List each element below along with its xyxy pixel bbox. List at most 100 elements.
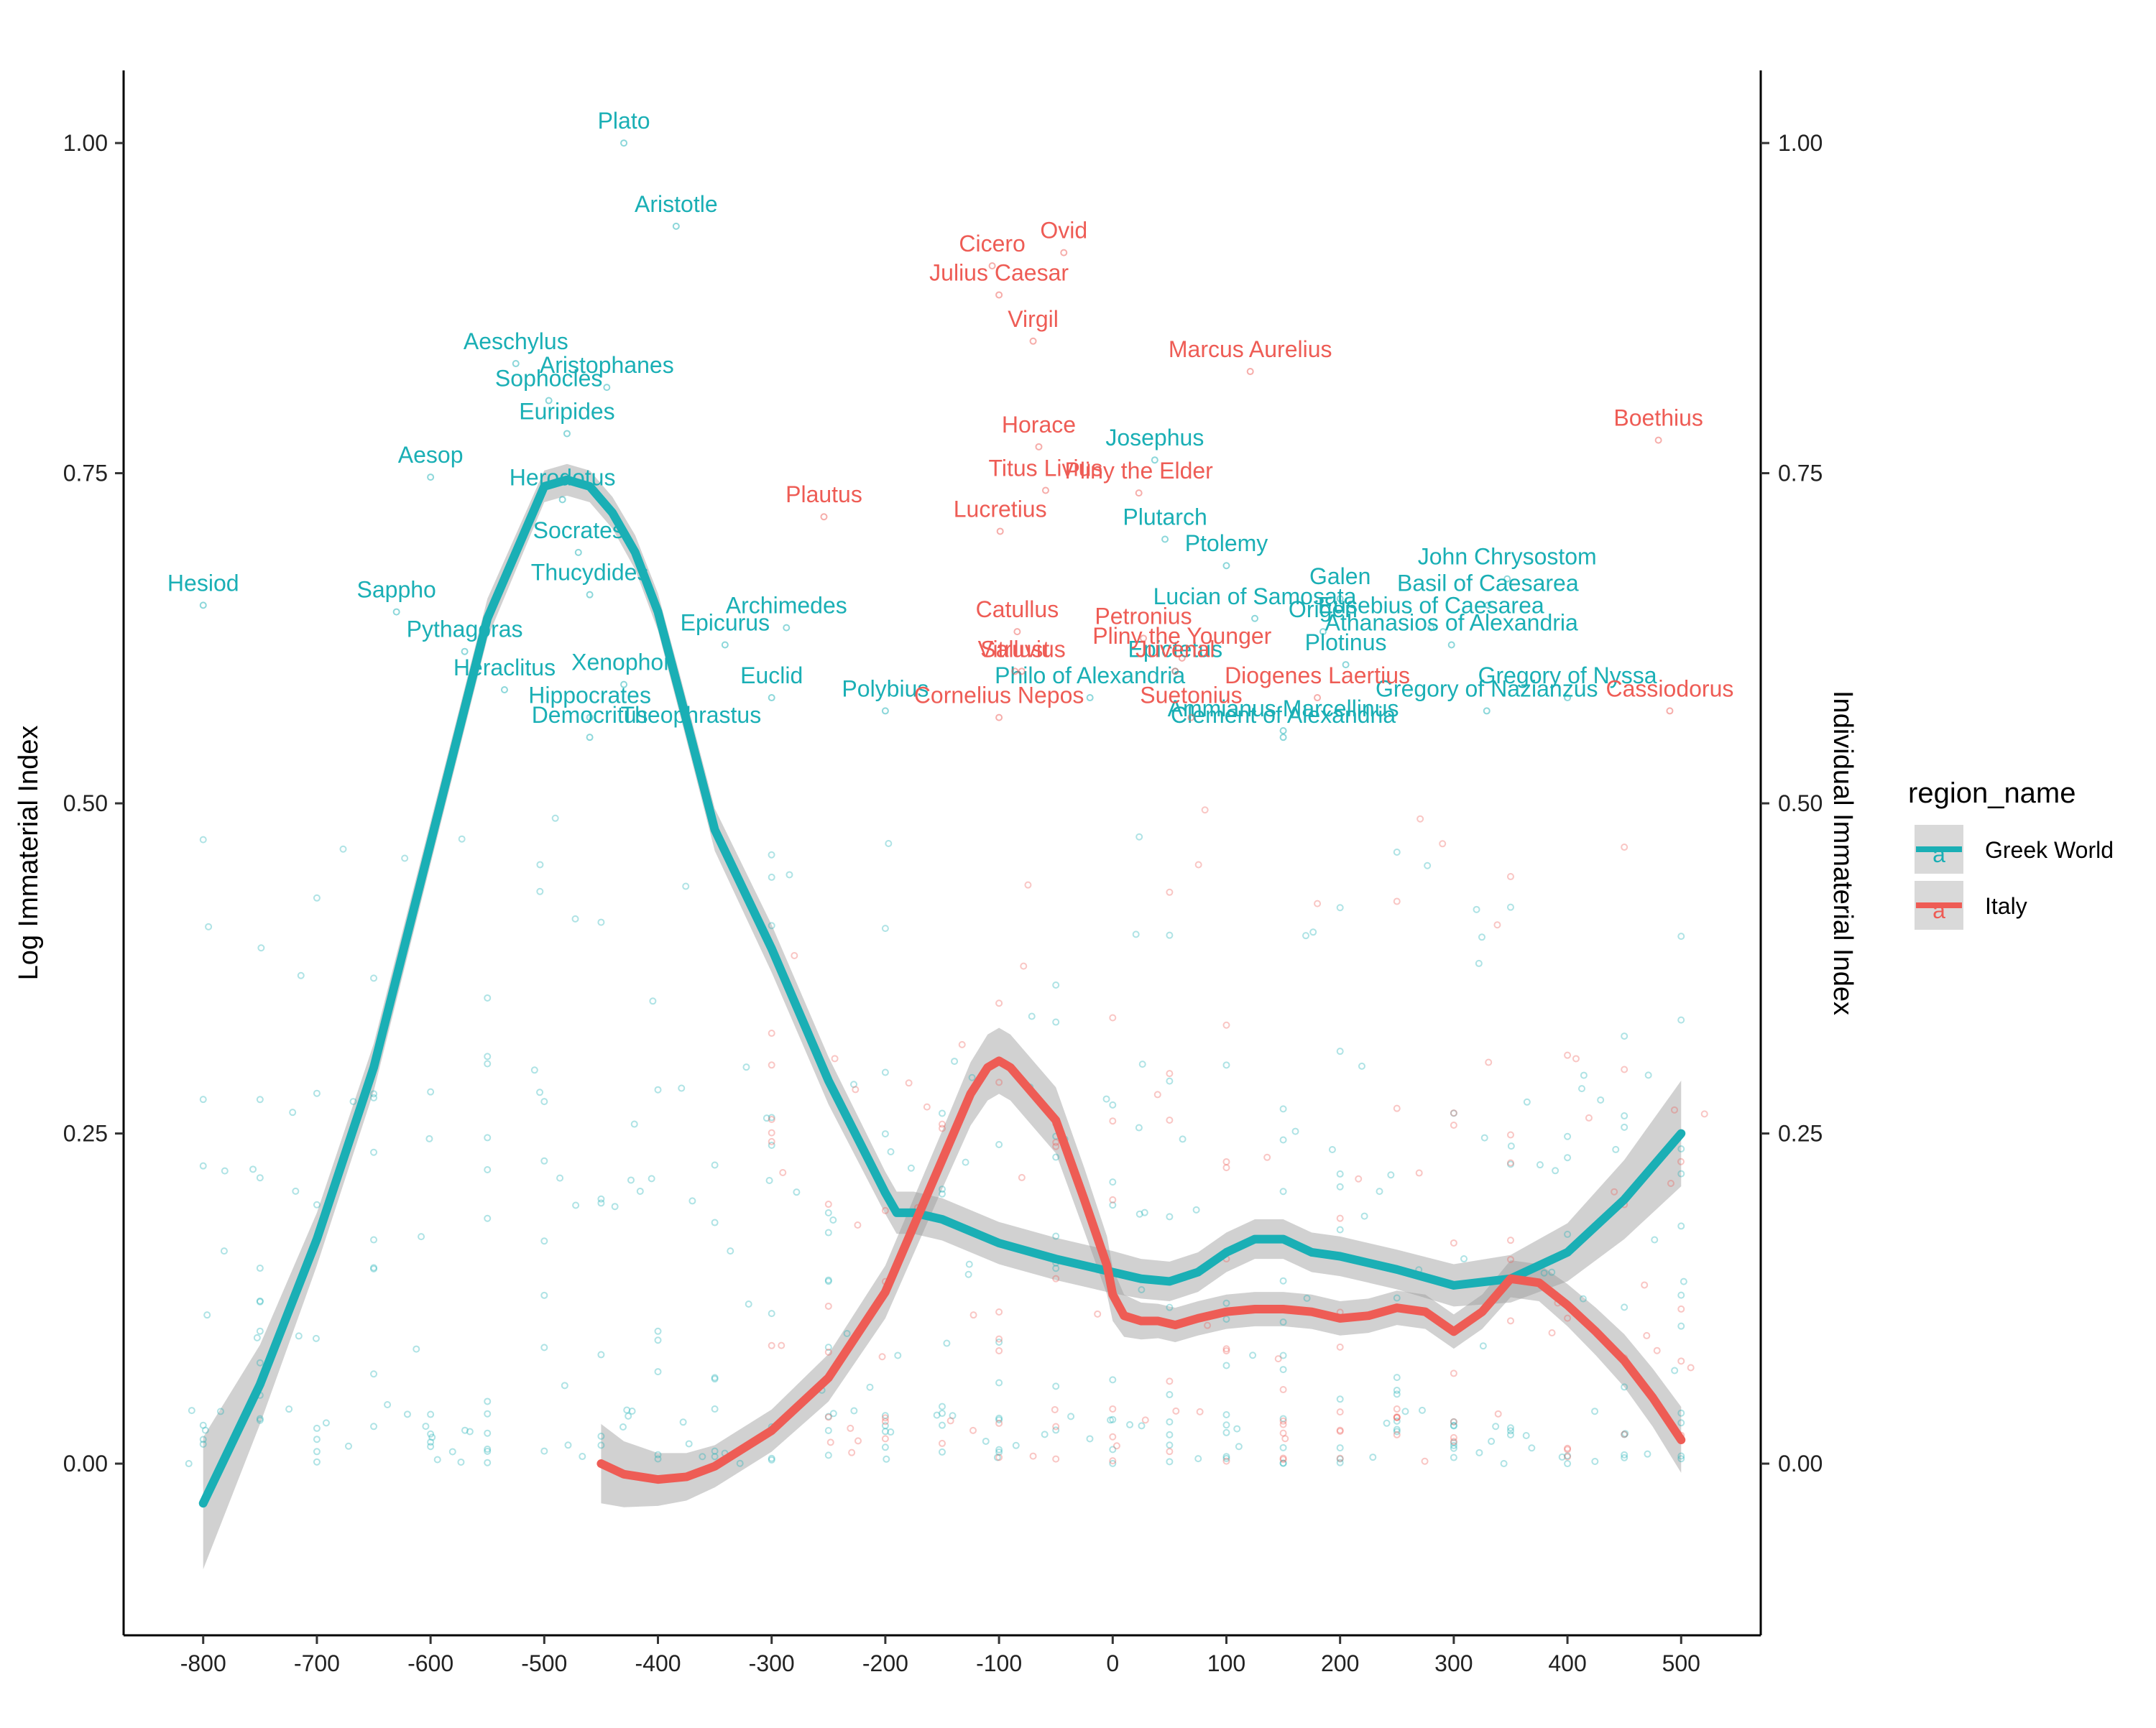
data-point: [370, 974, 378, 982]
data-point: [597, 1199, 605, 1207]
data-point: [854, 1221, 862, 1229]
data-point: [1393, 1390, 1401, 1398]
data-point: [1450, 1369, 1457, 1377]
data-point: [199, 1162, 207, 1170]
data-point: [1336, 1427, 1344, 1435]
data-point: [1109, 1376, 1117, 1384]
data-point: [768, 1114, 775, 1122]
data-point: [654, 1368, 662, 1376]
data-point: [949, 1412, 957, 1420]
data-point: [995, 1419, 1003, 1427]
data-point: [1393, 1405, 1401, 1413]
data-point: [824, 1413, 832, 1420]
data-point: [824, 1413, 832, 1421]
data-point: [679, 1418, 687, 1426]
data-point: [1279, 1454, 1287, 1462]
data-point: [564, 1441, 572, 1449]
data-point: [1222, 1457, 1230, 1465]
labeled-point: [1060, 249, 1068, 257]
data-point: [939, 1186, 946, 1193]
data-point: [1052, 1382, 1060, 1390]
data-point: [636, 1187, 644, 1195]
data-point: [201, 1426, 209, 1434]
y-tick-label-right: 0.75: [1778, 461, 1823, 486]
data-point: [1680, 1277, 1687, 1285]
data-point: [1166, 1448, 1174, 1456]
author-label: Cornelius Nepos: [914, 683, 1084, 708]
data-point: [995, 1449, 1003, 1456]
data-point: [1450, 1109, 1457, 1117]
data-point: [1141, 1416, 1149, 1424]
data-point: [1552, 1167, 1560, 1175]
data-point: [1450, 1441, 1457, 1449]
data-point: [1416, 815, 1424, 823]
data-point: [711, 1219, 719, 1226]
labeled-point: [1314, 694, 1322, 702]
data-point: [1263, 1153, 1271, 1161]
data-point: [1328, 1146, 1336, 1154]
labeled-point: [995, 291, 1003, 299]
data-point: [829, 1410, 837, 1418]
data-point: [256, 1096, 264, 1104]
author-label: Pliny the Elder: [1065, 458, 1214, 484]
data-point: [1677, 1419, 1685, 1427]
data-point: [1041, 1431, 1049, 1438]
data-point: [1052, 1265, 1060, 1272]
confidence-band: [601, 1027, 1682, 1507]
data-point: [881, 1428, 889, 1436]
author-label: Plato: [598, 108, 650, 134]
x-tick-label: -400: [635, 1650, 681, 1676]
data-point: [768, 1061, 775, 1069]
data-point: [995, 999, 1003, 1007]
data-point: [1222, 1061, 1230, 1069]
data-point: [826, 1438, 834, 1446]
data-point: [536, 887, 544, 895]
data-point: [597, 1195, 605, 1203]
data-point: [887, 1428, 895, 1436]
data-point: [1621, 1123, 1628, 1131]
data-point: [448, 1448, 456, 1456]
data-point: [1393, 1417, 1401, 1425]
author-label: Catullus: [976, 596, 1059, 622]
data-point: [736, 1459, 744, 1467]
author-label: Titus Livius: [989, 455, 1103, 481]
data-point: [536, 1089, 544, 1096]
data-point: [185, 1460, 193, 1468]
author-labels: Plato Aristotle AeschylusAristophanesSopho…: [167, 108, 1733, 741]
x-tick-label: -300: [749, 1650, 795, 1676]
labeled-point: [586, 734, 594, 741]
labeled-point: [1011, 667, 1019, 675]
data-point: [1578, 1085, 1586, 1093]
data-point: [257, 944, 265, 952]
data-point: [1222, 1421, 1230, 1429]
legend-key-italy: a Italy: [1915, 881, 2027, 930]
data-point: [1670, 1106, 1678, 1114]
data-point: [1112, 1442, 1120, 1450]
x-tick-label: 100: [1207, 1650, 1245, 1676]
data-point: [1621, 1451, 1628, 1459]
data-point: [205, 923, 213, 930]
data-point: [1564, 1452, 1572, 1460]
data-point: [1473, 905, 1480, 913]
data-point: [1506, 1159, 1514, 1167]
data-point: [256, 1174, 264, 1182]
data-point: [484, 1447, 492, 1455]
data-point: [1480, 1134, 1488, 1142]
data-point: [1671, 1367, 1679, 1374]
data-point: [1621, 844, 1628, 851]
data-point: [654, 1086, 662, 1094]
data-point: [1450, 1444, 1457, 1452]
data-point: [313, 1201, 321, 1209]
author-label: Thucydides: [531, 560, 649, 586]
data-point: [768, 1341, 775, 1349]
author-label: Ovid: [1040, 218, 1087, 244]
data-point: [313, 1436, 321, 1443]
labeled-point: [1222, 562, 1230, 570]
data-point: [1109, 1201, 1117, 1209]
data-point: [1641, 1281, 1649, 1289]
data-point: [1107, 1416, 1115, 1424]
data-point: [939, 1109, 946, 1117]
x-tick-label: -800: [180, 1650, 226, 1676]
data-point: [854, 1437, 862, 1445]
data-point: [711, 1375, 719, 1383]
